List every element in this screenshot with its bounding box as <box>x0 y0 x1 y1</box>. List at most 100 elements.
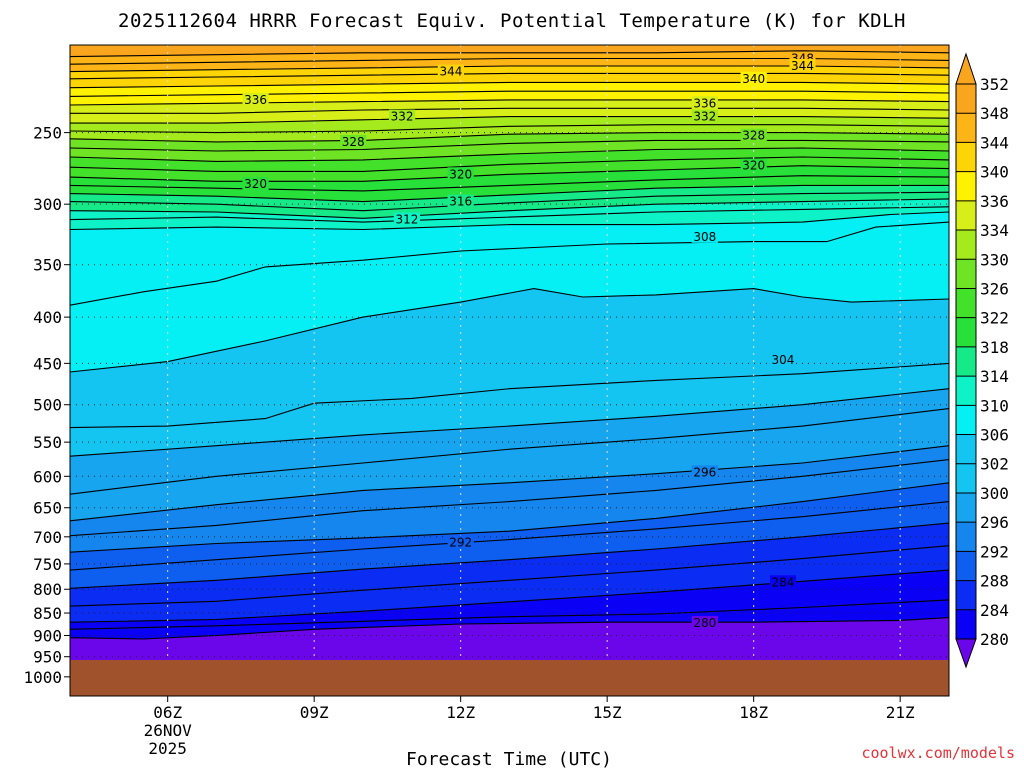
colorbar-segment <box>956 84 976 114</box>
colorbar-tick-label: 314 <box>980 367 1009 386</box>
colorbar-segment <box>956 405 976 436</box>
contour-line <box>70 175 949 192</box>
colorbar-tick-label: 322 <box>980 309 1009 328</box>
contour-label-bg <box>447 194 474 208</box>
colorbar-segment <box>956 609 976 640</box>
x-tick-label: 12Z <box>446 703 475 722</box>
colorbar-tick-label: 344 <box>980 133 1009 152</box>
colorbar-segment <box>956 171 976 202</box>
colorbar-bottom-arrow <box>955 638 977 669</box>
y-tick-label: 450 <box>33 354 62 373</box>
x-tick-label: 18Z <box>739 703 768 722</box>
theta-band <box>70 192 949 219</box>
colorbar-tick-label: 310 <box>980 396 1009 415</box>
contour-label-bg <box>242 92 269 106</box>
y-tick-label: 750 <box>33 555 62 574</box>
x-tick-label: 06Z <box>153 703 182 722</box>
theta-band <box>70 73 949 88</box>
colorbar-tick-label: 334 <box>980 221 1009 240</box>
y-tick-label: 850 <box>33 604 62 623</box>
theta-band <box>70 124 949 142</box>
theta-band <box>70 99 949 114</box>
contour-label: 296 <box>693 465 716 479</box>
contour-label-bg <box>447 535 474 549</box>
y-tick-label: 350 <box>33 256 62 275</box>
colorbar-tick-label: 348 <box>980 104 1009 123</box>
colorbar-top-arrow <box>955 52 977 85</box>
colorbar-segment <box>956 551 976 582</box>
colorbar-segment <box>956 434 976 465</box>
colorbar-segment <box>956 317 976 348</box>
colorbar-tick-label: 288 <box>980 572 1009 591</box>
y-tick-label: 650 <box>33 499 62 518</box>
contour-line <box>70 99 949 106</box>
contour-label: 336 <box>244 93 267 107</box>
contour-label: 332 <box>391 110 414 124</box>
contour-label-bg <box>447 167 474 181</box>
contour-line <box>70 107 949 114</box>
contour-label-bg <box>691 109 718 123</box>
contour-label-bg <box>691 465 718 479</box>
colorbar-segment <box>956 580 976 611</box>
contour-line <box>70 90 949 97</box>
theta-band <box>70 408 949 521</box>
contour-label: 284 <box>772 575 795 589</box>
theta-band <box>70 116 949 133</box>
x-tick-label: 21Z <box>886 703 915 722</box>
contour-lines <box>70 45 949 696</box>
theta-band <box>70 482 949 571</box>
colorbar-segment <box>956 142 976 173</box>
y-tick-label: 900 <box>33 626 62 645</box>
contour-line <box>70 408 949 495</box>
contour-label-bg <box>740 128 767 142</box>
contour-label-bg <box>691 229 718 243</box>
x-tick-sublabel: 2025 <box>148 739 187 758</box>
contour-line <box>70 81 949 89</box>
chart-title: 2025112604 HRRR Forecast Equiv. Potentia… <box>118 10 906 32</box>
colorbar-tick-label: 296 <box>980 513 1009 532</box>
contour-line <box>70 221 949 306</box>
y-tick-label: 400 <box>33 308 62 327</box>
contour-label-bg <box>789 59 816 73</box>
contour-label-bg <box>393 212 421 226</box>
contour-label-bg <box>340 134 367 148</box>
contour-label-bg <box>242 177 269 191</box>
contour-line <box>70 50 949 58</box>
y-tick-label: 600 <box>33 467 62 486</box>
contour-line <box>70 445 949 522</box>
contour-line <box>70 198 949 219</box>
contour-line <box>70 116 949 124</box>
credit-text: coolwx.com/models <box>861 744 1015 762</box>
theta-band <box>70 175 949 202</box>
contour-label: 344 <box>439 65 462 79</box>
colorbar-segment <box>956 230 976 260</box>
contour-label: 308 <box>693 230 716 244</box>
theta-band <box>70 570 949 630</box>
theta-band <box>70 132 949 151</box>
colorbar-segment <box>956 522 976 552</box>
contour-line <box>70 139 949 152</box>
contour-label-bg <box>437 64 464 78</box>
colorbar-tick-label: 326 <box>980 279 1009 298</box>
contour-line <box>70 156 949 172</box>
contour-label: 328 <box>342 135 365 149</box>
contour-label-bg <box>691 96 718 110</box>
contour-label-bg <box>769 575 797 589</box>
colorbar-segment <box>956 113 976 143</box>
contour-line <box>70 191 949 212</box>
y-tick-label: 700 <box>33 528 62 547</box>
plot-frame <box>69 44 950 697</box>
y-tick-label: 300 <box>33 195 62 214</box>
contour-label: 320 <box>742 159 765 173</box>
theta-band <box>70 388 949 495</box>
y-tick-label: 1000 <box>23 668 62 687</box>
theta-band <box>70 599 949 639</box>
y-tick-label: 950 <box>33 648 62 667</box>
contour-line <box>70 206 949 223</box>
colorbar-tick-label: 330 <box>980 250 1009 269</box>
contour-line <box>70 147 949 162</box>
contour-label: 312 <box>395 213 418 227</box>
y-tick-label: 500 <box>33 396 62 415</box>
